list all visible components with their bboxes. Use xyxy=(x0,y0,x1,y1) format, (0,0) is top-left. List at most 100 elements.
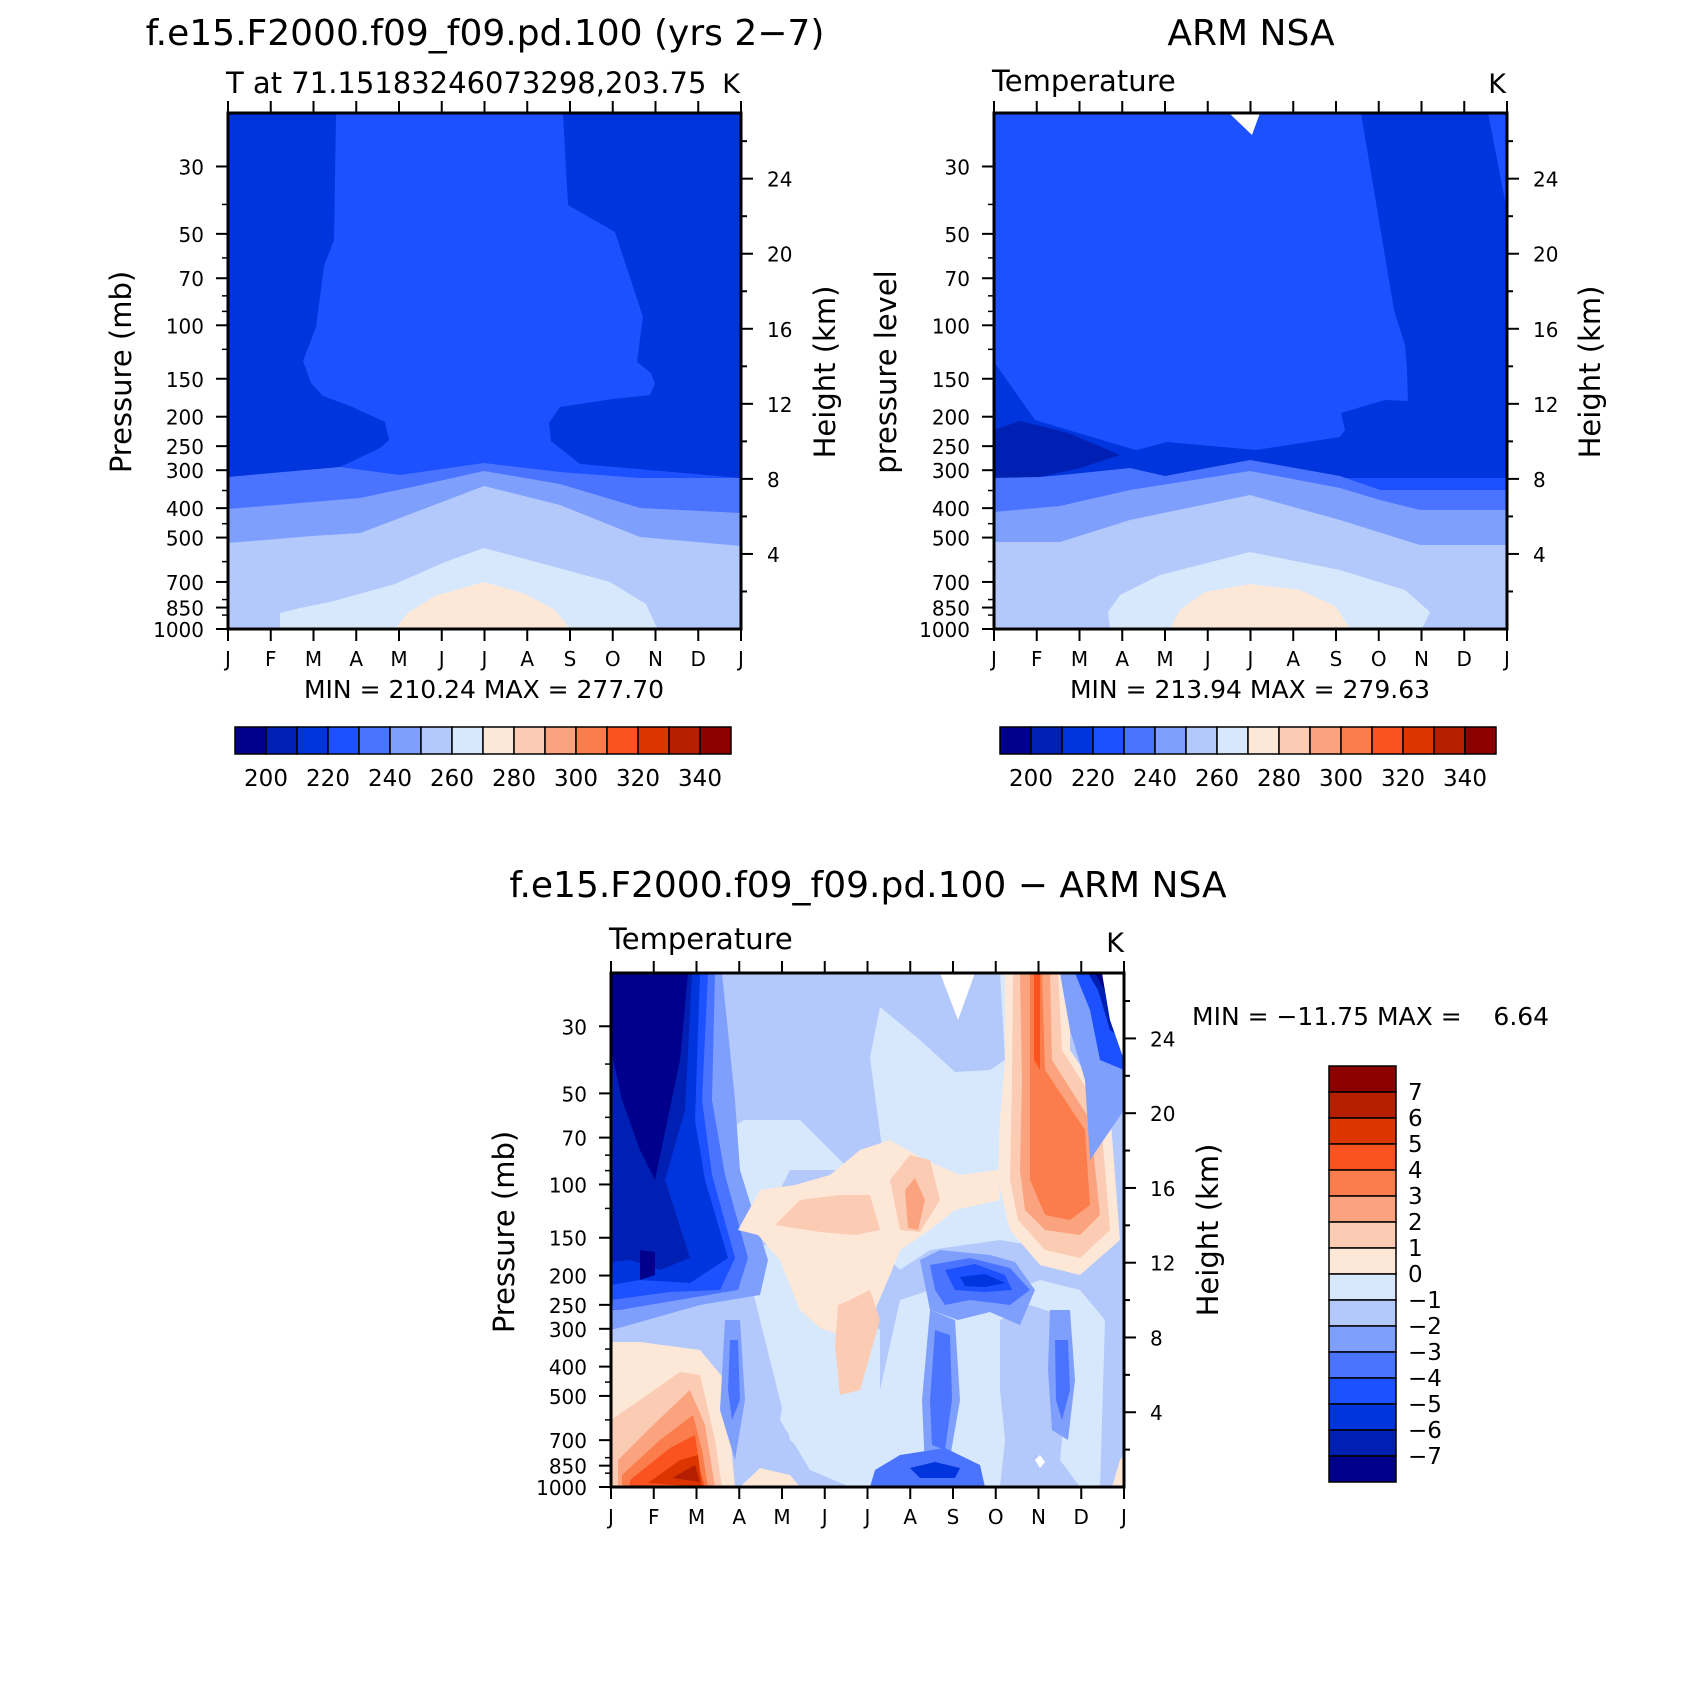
x-tick-label: J xyxy=(480,647,488,671)
colorbar-swatch xyxy=(999,726,1032,755)
panel-model-left-label: Pressure (mb) xyxy=(104,271,138,473)
panel-obs-left-label: pressure level xyxy=(869,270,903,473)
colorbar-swatch xyxy=(420,726,453,755)
x-tick-label: J xyxy=(736,647,744,671)
colorbar-swatch xyxy=(296,726,329,755)
x-tick-label: S xyxy=(564,647,577,671)
y-tick-label: 700 xyxy=(549,1429,587,1453)
contour-field-model xyxy=(228,113,741,629)
colorbar-model: 200 220 240 260 280 300 320 340 xyxy=(234,726,732,792)
colorbar-label: 280 xyxy=(1257,766,1301,792)
colorbar-swatch xyxy=(1061,726,1094,755)
colorbar-swatch xyxy=(389,726,422,755)
colorbar-label: 260 xyxy=(1195,766,1239,792)
x-tick-label: M xyxy=(688,1505,705,1529)
height-tick-label: 4 xyxy=(767,543,780,567)
height-tick-label: 8 xyxy=(1533,468,1546,492)
y-tick-label: 150 xyxy=(166,368,204,392)
x-tick-label: J xyxy=(606,1505,614,1529)
x-tick-label: A xyxy=(732,1505,746,1529)
y-tick-label: 30 xyxy=(945,155,970,179)
y-tick-label: 30 xyxy=(562,1015,587,1039)
colorbar-swatch xyxy=(1328,1143,1397,1171)
colorbar-swatch xyxy=(1328,1429,1397,1457)
panel-model-subtitle: T at 71.15183246073298,203.75 xyxy=(225,66,706,100)
height-tick-label: 16 xyxy=(767,318,792,342)
diff-level-minus3-col1 xyxy=(728,1340,740,1420)
colorbar-swatch xyxy=(1433,726,1466,755)
panel-model-title: f.e15.F2000.f09_f09.pd.100 (yrs 2−7) xyxy=(146,13,825,54)
y-tick-label: 50 xyxy=(562,1082,587,1106)
panel-diff-subtitle: Temperature xyxy=(608,922,793,956)
panel-model: f.e15.F2000.f09_f09.pd.100 (yrs 2−7) T a… xyxy=(104,13,842,792)
diff-level-minus5-bottom xyxy=(910,1462,960,1478)
x-tick-label: J xyxy=(989,647,997,671)
y-tick-label: 300 xyxy=(932,459,970,483)
colorbar-label: −2 xyxy=(1408,1314,1442,1340)
height-tick-label: 16 xyxy=(1150,1177,1175,1201)
y-tick-label: 100 xyxy=(549,1173,587,1197)
x-tick-label: M xyxy=(1156,647,1173,671)
panel-diff-title: f.e15.F2000.f09_f09.pd.100 − ARM NSA xyxy=(509,865,1227,906)
colorbar-label: 2 xyxy=(1408,1210,1423,1236)
diff-level-minus7 xyxy=(611,973,688,1180)
x-tick-label: J xyxy=(1502,647,1510,671)
y-tick-label: 500 xyxy=(932,527,970,551)
y-tick-label: 70 xyxy=(945,267,970,291)
colorbar-swatch xyxy=(699,726,732,755)
x-tick-label: M xyxy=(305,647,322,671)
colorbar-swatch xyxy=(1185,726,1218,755)
panel-diff-right-label: Height (km) xyxy=(1191,1144,1225,1317)
height-tick-label: 12 xyxy=(1150,1252,1175,1276)
contour-level-265 xyxy=(1170,584,1350,629)
diff-level-plus5-nov xyxy=(1034,973,1040,1070)
panel-model-stats: MIN = 210.24 MAX = 277.70 xyxy=(304,675,664,704)
colorbar-swatch xyxy=(1464,726,1497,755)
colorbar-swatch xyxy=(1328,1247,1397,1275)
x-tick-label: S xyxy=(947,1505,960,1529)
colorbar-swatch xyxy=(1328,1169,1397,1197)
colorbar-label: −5 xyxy=(1408,1392,1442,1418)
y-tick-label: 500 xyxy=(166,527,204,551)
panel-diff: f.e15.F2000.f09_f09.pd.100 − ARM NSA Tem… xyxy=(487,865,1549,1529)
y-tick-label: 150 xyxy=(932,368,970,392)
colorbar-swatch xyxy=(234,726,267,755)
diff-level-plus2-mid xyxy=(775,1195,880,1235)
x-tick-label: A xyxy=(1115,647,1129,671)
x-tick-label: J xyxy=(1203,647,1211,671)
diff-level-minus3-col3 xyxy=(1055,1340,1070,1420)
x-tick-label: J xyxy=(1119,1505,1127,1529)
colorbar-swatch xyxy=(1328,1273,1397,1301)
panel-diff-left-label: Pressure (mb) xyxy=(487,1131,521,1333)
height-tick-label: 24 xyxy=(1533,168,1558,192)
colorbar-swatch xyxy=(1123,726,1156,755)
panel-obs-subtitle: Temperature xyxy=(991,64,1176,98)
x-tick-label: N xyxy=(1414,647,1429,671)
colorbar-swatch xyxy=(1328,1325,1397,1353)
x-tick-label: S xyxy=(1330,647,1343,671)
panel-model-right-label: Height (km) xyxy=(808,286,842,459)
height-tick-label: 24 xyxy=(767,168,792,192)
height-tick-label: 20 xyxy=(1533,243,1558,267)
y-tick-label: 250 xyxy=(166,435,204,459)
colorbar-label: −3 xyxy=(1408,1340,1442,1366)
colorbar-swatch xyxy=(482,726,515,755)
panel-model-units: K xyxy=(722,69,741,100)
contour-level-215 xyxy=(994,113,1507,478)
x-tick-label: D xyxy=(691,647,706,671)
colorbar-swatch xyxy=(1216,726,1249,755)
y-tick-label: 150 xyxy=(549,1227,587,1251)
y-tick-label: 850 xyxy=(932,597,970,621)
colorbar-label: −6 xyxy=(1408,1418,1442,1444)
y-tick-label: 70 xyxy=(179,267,204,291)
x-tick-label: J xyxy=(223,647,231,671)
colorbar-label: 7 xyxy=(1408,1080,1423,1106)
y-tick-label: 850 xyxy=(166,597,204,621)
y-tick-label: 1000 xyxy=(536,1476,587,1500)
colorbar-label: 0 xyxy=(1408,1262,1423,1288)
height-tick-label: 4 xyxy=(1533,543,1546,567)
colorbar-swatch xyxy=(1328,1377,1397,1405)
